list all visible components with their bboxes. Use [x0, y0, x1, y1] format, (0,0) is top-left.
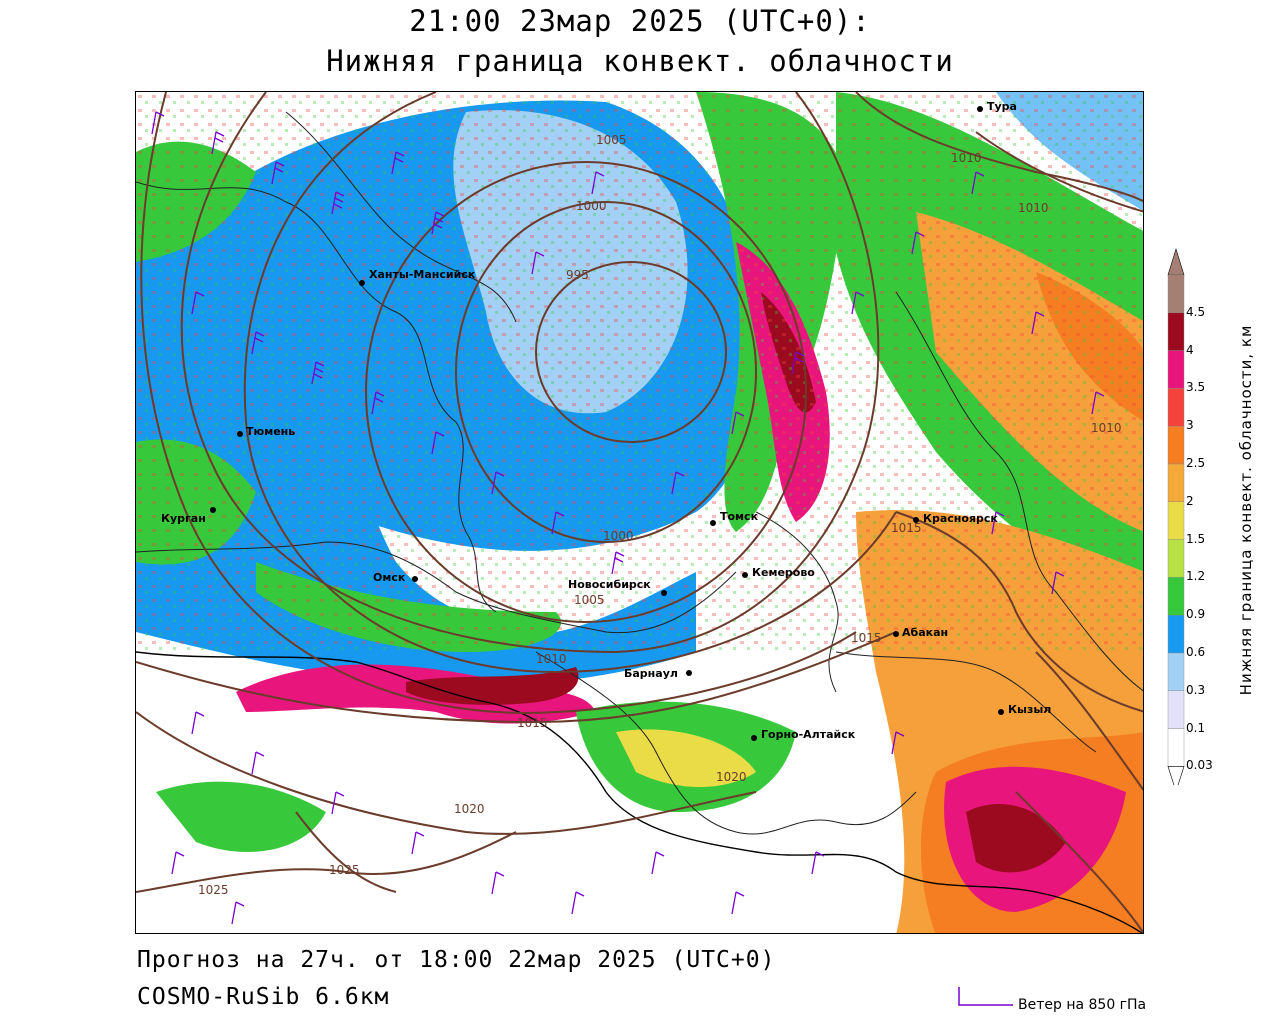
isobar-label: 1020 — [454, 802, 485, 816]
isobar-label: 1010 — [951, 151, 982, 165]
colorbar-tick-label: 0.6 — [1186, 645, 1206, 659]
cities: Тура Ханты-Мансийск Тюмень Курган Томск … — [161, 100, 1051, 741]
cloud-base-field — [136, 92, 1143, 933]
colorbar-swatch — [1167, 501, 1185, 540]
city-label: Горно-Алтайск — [761, 728, 856, 741]
colorbar-tick-label: 3 — [1186, 418, 1194, 433]
isobar-label: 1010 — [1018, 201, 1049, 215]
colorbar-swatch — [1167, 652, 1185, 691]
isobar-labels: 995 1000 1000 1005 1005 1010 1010 1010 1… — [198, 133, 1122, 897]
colorbar-swatch — [1167, 463, 1185, 502]
colorbar-swatch — [1167, 350, 1185, 389]
colorbar-title: Нижняя граница конвект. облачности, км — [1237, 324, 1255, 696]
isobar-label: 1025 — [198, 883, 229, 897]
city-label: Красноярск — [923, 512, 998, 525]
city-label: Новосибирск — [568, 578, 651, 591]
city-label: Кызыл — [1008, 703, 1051, 716]
colorbar-swatch — [1167, 388, 1185, 427]
colorbar-swatch — [1167, 690, 1185, 729]
isobar-label: 1015 — [851, 631, 882, 645]
city-label: Омск — [373, 571, 406, 584]
country-border — [136, 651, 1143, 933]
colorbar-tick-label: 0.3 — [1186, 682, 1206, 697]
colorbar-tick-label: 4.5 — [1186, 304, 1206, 319]
forecast-map[interactable]: 995 1000 1000 1005 1005 1010 1010 1010 1… — [135, 91, 1144, 934]
colorbar-swatch — [1167, 577, 1185, 616]
isobar-label: 1005 — [574, 593, 605, 607]
isobar-label: 1020 — [716, 770, 747, 784]
city-label: Барнаул — [624, 667, 678, 680]
colorbar-swatch — [1167, 728, 1185, 767]
colorbar — [1167, 247, 1185, 785]
isobar-label: 1025 — [329, 863, 360, 877]
city-label: Курган — [161, 512, 206, 525]
colorbar-tick-label: 3.5 — [1186, 380, 1206, 395]
wind-legend-label: Ветер на 850 гПа — [1018, 997, 1147, 1013]
colorbar-tick-label: 1.5 — [1186, 531, 1206, 546]
colorbar-swatch — [1167, 615, 1185, 654]
isobar-label: 1010 — [536, 652, 567, 666]
colorbar-tick-label: 2.5 — [1186, 456, 1206, 470]
isobar-label: 1010 — [1091, 421, 1122, 435]
isobar-label: 1015 — [517, 716, 548, 730]
colorbar-tick-label: 0.9 — [1186, 607, 1206, 622]
colorbar-tick-label: 2 — [1186, 493, 1194, 508]
map-subtitle: Нижняя граница конвект. облачности — [326, 44, 954, 78]
colorbar-tick-label: 1.2 — [1186, 569, 1206, 584]
isobar-label: 1005 — [596, 133, 627, 147]
city-label: Тура — [987, 100, 1017, 113]
isobar-label: 1000 — [576, 199, 607, 213]
isobar-label: 1000 — [603, 529, 634, 543]
isobar-label: 1015 — [891, 521, 922, 535]
colorbar-arrow-bottom — [1167, 766, 1185, 785]
model-name: COSMO-RuSib 6.6км — [137, 984, 390, 1010]
isobars — [136, 92, 1143, 933]
colorbar-arrow-top — [1167, 247, 1185, 276]
map-title: 21:00 23мар 2025 (UTC+0): — [409, 4, 871, 38]
colorbar-tick-label: 0.03 — [1186, 758, 1213, 773]
city-label: Ханты-Мансийск — [369, 268, 476, 281]
city-label: Тюмень — [246, 425, 295, 438]
city-label: Абакан — [902, 626, 948, 639]
forecast-info: Прогноз на 27ч. от 18:00 22мар 2025 (UTC… — [137, 947, 776, 973]
city-label: Кемерово — [752, 566, 815, 579]
colorbar-swatch — [1167, 425, 1185, 465]
colorbar-tick-label: 0.1 — [1186, 720, 1206, 735]
wind-legend-icon — [958, 987, 1013, 1006]
wind-barbs — [151, 111, 1105, 925]
colorbar-swatch — [1167, 539, 1185, 578]
isobar-label: 995 — [566, 268, 589, 282]
city-label: Томск — [720, 510, 759, 523]
colorbar-swatch — [1167, 274, 1185, 313]
colorbar-swatch — [1167, 312, 1185, 351]
colorbar-tick-label: 4 — [1186, 342, 1194, 357]
